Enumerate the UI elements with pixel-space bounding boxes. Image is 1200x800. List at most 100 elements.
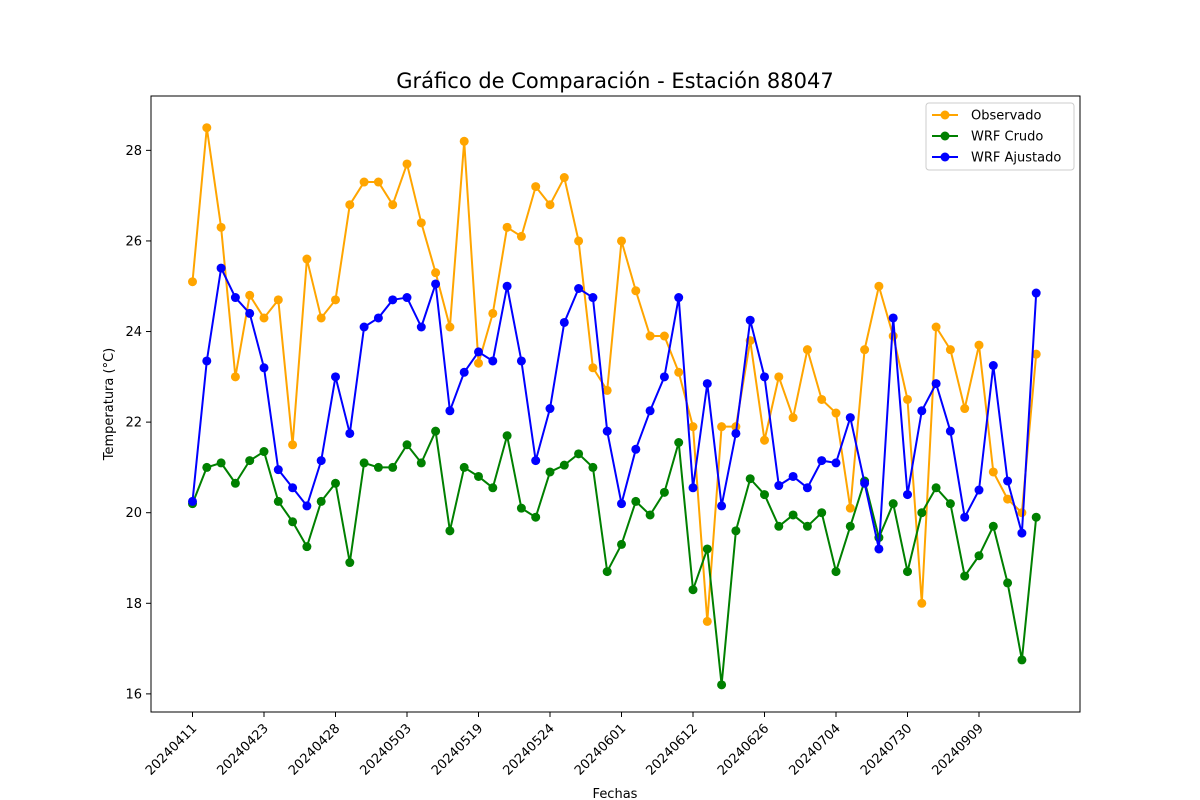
x-tick-label: 20240411 xyxy=(143,721,200,778)
data-point-observado xyxy=(974,340,984,350)
data-point-observado xyxy=(316,313,326,323)
data-point-wrf-ajustado xyxy=(760,372,769,382)
y-tick-label: 16 xyxy=(125,687,142,702)
data-point-wrf-ajustado xyxy=(474,347,483,357)
data-point-wrf-ajustado xyxy=(202,356,212,366)
legend-marker xyxy=(940,131,950,141)
data-point-observado xyxy=(917,598,927,608)
data-point-wrf-ajustado xyxy=(702,379,712,389)
data-point-wrf-crudo xyxy=(445,526,455,536)
legend-label: Observado xyxy=(971,109,1042,124)
data-point-wrf-ajustado xyxy=(945,426,955,436)
data-point-wrf-crudo xyxy=(545,467,555,477)
data-point-observado xyxy=(459,136,469,146)
data-point-wrf-ajustado xyxy=(345,428,355,438)
data-point-wrf-ajustado xyxy=(631,444,641,454)
data-point-wrf-crudo xyxy=(831,567,841,577)
data-point-observado xyxy=(817,394,827,404)
data-point-wrf-ajustado xyxy=(402,293,412,303)
data-point-wrf-ajustado xyxy=(617,499,626,509)
data-point-observado xyxy=(617,236,626,246)
data-point-wrf-ajustado xyxy=(1031,288,1041,298)
data-point-observado xyxy=(431,268,441,278)
data-point-observado xyxy=(588,363,598,373)
legend-marker xyxy=(940,110,950,120)
data-point-wrf-crudo xyxy=(617,539,626,549)
data-point-wrf-ajustado xyxy=(931,379,941,389)
x-tick-label: 20240524 xyxy=(500,721,557,778)
data-point-wrf-crudo xyxy=(917,508,927,518)
data-point-observado xyxy=(702,616,712,626)
data-point-wrf-crudo xyxy=(402,440,412,450)
data-point-observado xyxy=(230,372,240,382)
series-wrf-ajustado xyxy=(188,263,1041,554)
x-tick-label: 20240519 xyxy=(429,721,486,778)
data-point-wrf-crudo xyxy=(974,551,984,561)
data-point-wrf-crudo xyxy=(845,521,855,531)
data-point-wrf-crudo xyxy=(731,526,741,536)
y-tick-label: 26 xyxy=(125,234,142,249)
data-point-observado xyxy=(802,345,812,355)
data-point-wrf-crudo xyxy=(788,510,798,520)
y-tick-label: 24 xyxy=(125,325,142,340)
data-point-wrf-crudo xyxy=(674,438,684,447)
data-point-wrf-crudo xyxy=(202,462,212,472)
data-point-wrf-ajustado xyxy=(531,456,541,466)
data-point-wrf-crudo xyxy=(988,521,998,531)
data-point-observado xyxy=(273,295,283,305)
data-point-wrf-ajustado xyxy=(888,313,898,323)
data-point-wrf-crudo xyxy=(1017,655,1027,665)
data-point-observado xyxy=(474,358,483,368)
data-point-observado xyxy=(302,254,312,264)
series-line-observado xyxy=(191,126,1038,623)
data-point-observado xyxy=(1031,349,1041,359)
data-point-wrf-ajustado xyxy=(188,496,197,506)
data-point-wrf-ajustado xyxy=(917,406,927,416)
data-point-observado xyxy=(345,200,355,210)
data-point-wrf-ajustado xyxy=(359,322,369,332)
data-point-wrf-ajustado xyxy=(559,317,569,327)
data-point-observado xyxy=(202,123,212,133)
data-point-observado xyxy=(359,177,369,187)
y-tick-label: 28 xyxy=(125,144,142,159)
data-point-wrf-ajustado xyxy=(659,372,669,382)
data-point-wrf-crudo xyxy=(316,496,326,506)
data-point-wrf-crudo xyxy=(502,431,512,441)
data-point-wrf-ajustado xyxy=(516,356,526,366)
data-point-wrf-ajustado xyxy=(974,485,984,495)
data-point-wrf-crudo xyxy=(416,458,426,468)
data-point-wrf-ajustado xyxy=(1003,476,1013,486)
data-point-observado xyxy=(960,404,970,414)
x-tick-label: 20240503 xyxy=(357,721,414,778)
data-point-wrf-crudo xyxy=(516,503,526,513)
data-point-observado xyxy=(688,422,698,432)
data-point-wrf-crudo xyxy=(802,521,812,531)
data-point-observado xyxy=(860,345,870,355)
data-point-observado xyxy=(602,385,612,395)
data-point-wrf-crudo xyxy=(931,483,941,493)
data-point-wrf-ajustado xyxy=(717,501,727,511)
plot-area xyxy=(150,95,1081,713)
legend-marker xyxy=(940,152,950,162)
data-point-wrf-crudo xyxy=(903,567,912,577)
data-point-wrf-crudo xyxy=(688,585,698,595)
data-point-observado xyxy=(874,281,884,291)
data-point-wrf-crudo xyxy=(331,478,340,488)
data-point-wrf-crudo xyxy=(531,512,541,522)
data-point-wrf-ajustado xyxy=(645,406,655,416)
series-layer xyxy=(188,123,1041,690)
data-point-wrf-ajustado xyxy=(860,478,870,488)
data-point-observado xyxy=(288,440,298,450)
x-tick-label: 20240626 xyxy=(715,721,772,778)
data-point-wrf-ajustado xyxy=(874,544,884,554)
data-point-wrf-ajustado xyxy=(245,308,255,318)
data-point-wrf-ajustado xyxy=(602,426,612,436)
data-point-wrf-crudo xyxy=(645,510,655,520)
data-point-wrf-crudo xyxy=(288,517,298,527)
data-point-wrf-ajustado xyxy=(774,481,784,491)
data-point-wrf-ajustado xyxy=(988,361,998,370)
data-point-wrf-crudo xyxy=(1031,512,1041,522)
data-point-observado xyxy=(788,413,798,423)
data-point-wrf-crudo xyxy=(717,680,727,690)
